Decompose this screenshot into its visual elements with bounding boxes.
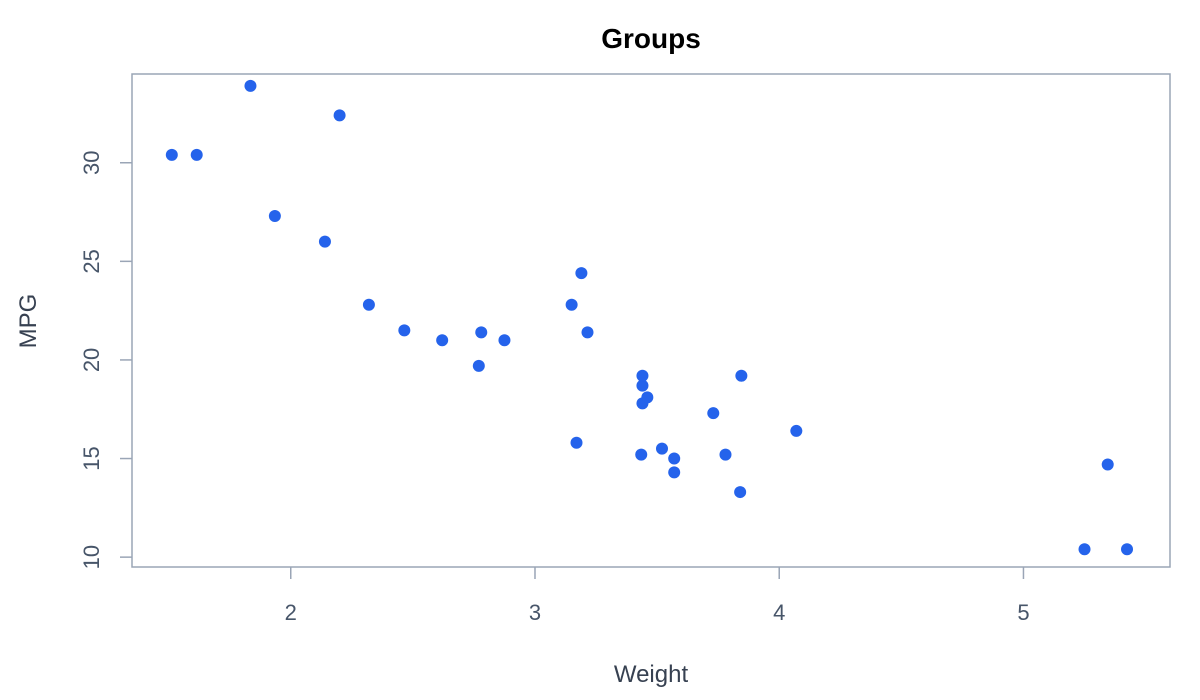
data-point [333, 109, 346, 122]
data-point [318, 235, 331, 248]
data-point [707, 407, 720, 420]
data-point [565, 298, 578, 311]
data-point [362, 298, 375, 311]
x-tick-label: 3 [529, 600, 541, 625]
data-point [1121, 543, 1134, 556]
data-point [636, 379, 649, 392]
data-point [268, 209, 281, 222]
y-tick-label: 30 [79, 150, 104, 174]
y-axis: 10 15 20 25 30 [79, 150, 132, 569]
data-point [581, 326, 594, 339]
y-tick-label: 10 [79, 545, 104, 569]
data-point [668, 452, 681, 465]
data-point [190, 148, 203, 161]
x-axis: 2 3 4 5 [285, 567, 1030, 625]
data-point [655, 442, 668, 455]
data-point [719, 448, 732, 461]
data-point [735, 369, 748, 382]
plot-frame [131, 73, 1171, 568]
x-tick-label: 5 [1017, 600, 1029, 625]
data-point [165, 148, 178, 161]
data-point [668, 466, 681, 479]
data-point [436, 334, 449, 347]
y-tick-label: 15 [79, 446, 104, 470]
y-axis-label: MPG [15, 294, 42, 349]
data-point [734, 486, 747, 499]
data-point [635, 448, 648, 461]
data-point [498, 334, 511, 347]
chart-title: Groups [601, 23, 701, 54]
data-point [398, 324, 411, 337]
x-axis-label: Weight [614, 661, 689, 688]
data-points [165, 79, 1134, 556]
data-point [641, 391, 654, 404]
data-point [472, 359, 485, 372]
data-point [1101, 458, 1114, 471]
y-tick-label: 25 [79, 249, 104, 273]
data-point [636, 369, 649, 382]
x-tick-label: 4 [773, 600, 785, 625]
data-point [1078, 543, 1091, 556]
data-point [575, 267, 588, 280]
data-point [790, 424, 803, 437]
x-tick-label: 2 [285, 600, 297, 625]
data-point [244, 79, 257, 92]
data-point [475, 326, 488, 339]
data-point [570, 436, 583, 449]
y-tick-label: 20 [79, 348, 104, 372]
